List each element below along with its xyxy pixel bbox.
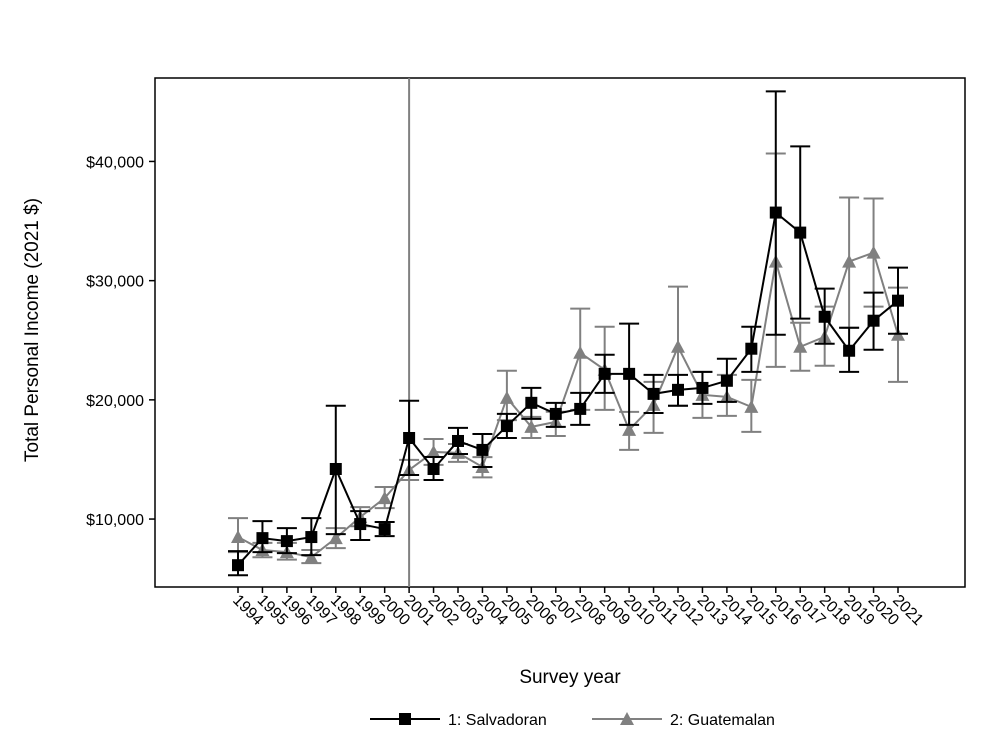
y-tick-label: $40,000 bbox=[86, 154, 144, 171]
data-point bbox=[744, 399, 759, 413]
data-point bbox=[305, 531, 318, 544]
data-point bbox=[280, 535, 293, 548]
data-point bbox=[793, 339, 808, 353]
data-point bbox=[231, 530, 245, 544]
data-point bbox=[329, 462, 342, 475]
data-point bbox=[842, 254, 857, 268]
series-guatemalan bbox=[228, 152, 908, 565]
data-point bbox=[549, 407, 562, 420]
legend: 1: Salvadoran 2: Guatemalan bbox=[370, 712, 775, 729]
data-point bbox=[769, 206, 782, 219]
data-point bbox=[672, 383, 684, 396]
data-point bbox=[500, 420, 513, 433]
legend-marker-guatemalan bbox=[620, 712, 634, 725]
data-point bbox=[524, 419, 539, 433]
data-point bbox=[426, 444, 441, 458]
data-point bbox=[427, 462, 440, 475]
legend-label-guatemalan: 2: Guatemalan bbox=[670, 712, 775, 729]
data-point bbox=[499, 390, 514, 404]
data-point bbox=[745, 342, 758, 355]
data-point bbox=[232, 559, 244, 572]
data-point bbox=[354, 518, 367, 531]
data-point bbox=[452, 434, 464, 447]
y-axis-label: Total Personal Income (2021 $) bbox=[22, 198, 43, 462]
data-point bbox=[843, 344, 856, 357]
series-salvadoran bbox=[228, 90, 908, 577]
data-point bbox=[794, 226, 807, 239]
data-point bbox=[378, 523, 391, 536]
data-point bbox=[476, 443, 489, 456]
data-point bbox=[866, 245, 881, 259]
data-point bbox=[867, 314, 880, 327]
plot-frame bbox=[154, 77, 966, 588]
data-point bbox=[328, 531, 343, 545]
y-tick-label: $30,000 bbox=[86, 274, 144, 291]
series-line bbox=[237, 210, 899, 566]
data-point bbox=[304, 550, 319, 564]
data-point bbox=[574, 402, 587, 415]
data-point bbox=[696, 381, 709, 394]
data-point bbox=[818, 310, 831, 323]
data-point bbox=[647, 387, 660, 400]
data-point bbox=[720, 374, 733, 387]
data-point bbox=[622, 422, 637, 436]
data-point bbox=[403, 431, 416, 444]
data-point bbox=[525, 396, 538, 409]
data-point bbox=[377, 491, 392, 505]
y-tick-label: $20,000 bbox=[86, 393, 144, 410]
legend-label-salvadoran: 1: Salvadoran bbox=[448, 712, 547, 729]
data-point bbox=[671, 339, 685, 353]
series-line bbox=[237, 251, 899, 559]
data-point bbox=[573, 345, 588, 359]
data-point bbox=[598, 367, 611, 380]
data-point bbox=[892, 294, 904, 307]
x-axis-label: Survey year bbox=[519, 667, 621, 688]
y-tick-label: $10,000 bbox=[86, 512, 144, 529]
legend-marker-salvadoran bbox=[399, 713, 411, 725]
data-point bbox=[256, 532, 269, 545]
data-point bbox=[623, 367, 636, 380]
